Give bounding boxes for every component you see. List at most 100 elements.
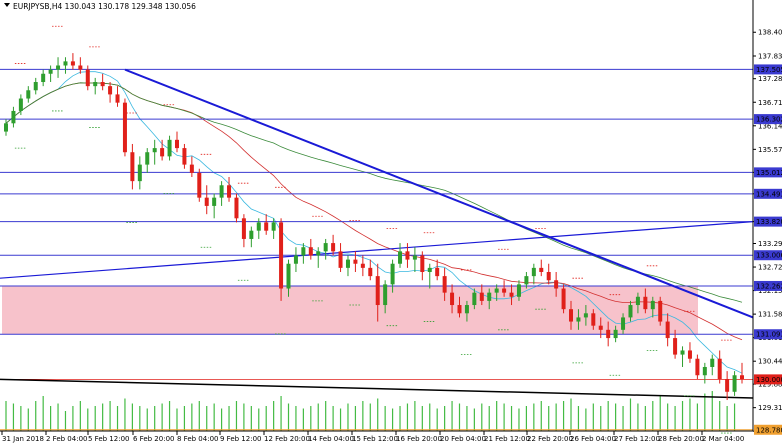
rising-support-line[interactable] [0,221,754,279]
level-label: 135.012 [756,169,782,177]
volume-bar [87,408,89,431]
trendlines[interactable] [0,68,754,399]
volume-bar [50,406,52,431]
volume-bar [213,403,215,431]
volume-bar [488,406,490,431]
time-tick-label: 6 Feb 20:00 [133,435,174,443]
volume-bar [681,401,684,431]
volume-bar [399,406,401,431]
candle [301,243,306,264]
candle [398,243,403,268]
volume-bar [161,403,163,431]
candle [345,255,350,277]
candle [383,280,388,314]
candle [427,263,432,289]
ma-slow-line [5,82,743,303]
candle [546,263,551,285]
candle [658,296,663,326]
candle [137,156,142,190]
volume-bar [332,406,334,431]
volume-bar [496,401,498,431]
volume-bar [733,403,736,431]
volume-bar [102,403,104,431]
time-tick-label: 20 Feb 04:00 [440,435,486,443]
volume-bar [273,401,275,431]
candle [85,65,90,91]
volume-bar [540,401,542,431]
current-price-label: 130.000 [756,376,782,384]
candle [435,259,440,281]
candle [442,267,447,301]
volume-bar [622,406,624,431]
time-tick-label: 9 Feb 12:00 [220,435,261,443]
level-label: 133.006 [756,252,782,260]
volume-bar [429,403,431,431]
time-tick-label: 31 Jan 2018 [2,435,44,443]
volume-bar [362,401,364,431]
collapse-triangle-icon[interactable] [4,3,10,7]
candle [145,148,150,173]
volume-bar [339,408,342,431]
volume-bar [57,403,59,431]
volume-bar [183,406,186,431]
candle [412,247,417,272]
candle [665,313,670,347]
volume-bar [659,396,661,431]
volume-bar [354,406,357,431]
candle [234,193,239,223]
volume-bar [35,401,37,431]
candle [212,193,217,219]
level-tag [754,64,782,75]
time-tick-label: 27 Feb 12:00 [614,435,660,443]
volume-bar [607,401,609,431]
volume-bar [191,403,193,431]
candle [56,57,61,78]
volume-bar [20,406,22,431]
candle [115,86,120,107]
level-tag [754,167,782,178]
volume-bar [562,401,565,431]
level-label: 137.505 [756,66,782,74]
time-axis: 31 Jan 2018 2 Feb 04:00 5 Feb 12:00 6 Feb 2… [1,431,744,443]
candle [583,305,588,326]
volume-bar [451,401,453,431]
candle [591,309,596,330]
candle [293,247,298,272]
volume-bar [533,403,535,431]
candle [271,218,276,239]
volume-bar [667,403,669,431]
volume-bar [674,406,676,431]
time-tick-label: 8 Feb 04:00 [177,435,218,443]
candle [606,321,611,347]
candle [569,300,574,330]
level-label: 131.093 [756,331,782,339]
volume-bar [139,406,141,431]
volume-bar [391,408,394,431]
volume-bar [652,401,654,431]
volume-bar [146,408,148,431]
candle [286,259,291,297]
candle [635,292,640,314]
moving-averages [5,71,743,374]
candle [420,251,425,281]
level-label: 132.262 [756,282,782,290]
volume-bar [696,403,698,431]
candle [509,284,514,306]
volume-bar [577,406,580,431]
candle [710,354,715,376]
candle [130,143,135,190]
candle [576,309,581,330]
price-tick-label: 130.440 [758,358,782,366]
candle [643,288,648,314]
volume-bar [198,401,200,431]
lower-trend-line[interactable] [0,378,754,399]
volume-bar [458,403,461,431]
volume-bar [503,403,505,431]
volume-bar [64,411,67,431]
down-trend-line[interactable] [124,68,754,319]
candle [405,243,410,268]
candle [70,53,75,70]
volume-bar [325,401,327,431]
candle [554,271,559,297]
